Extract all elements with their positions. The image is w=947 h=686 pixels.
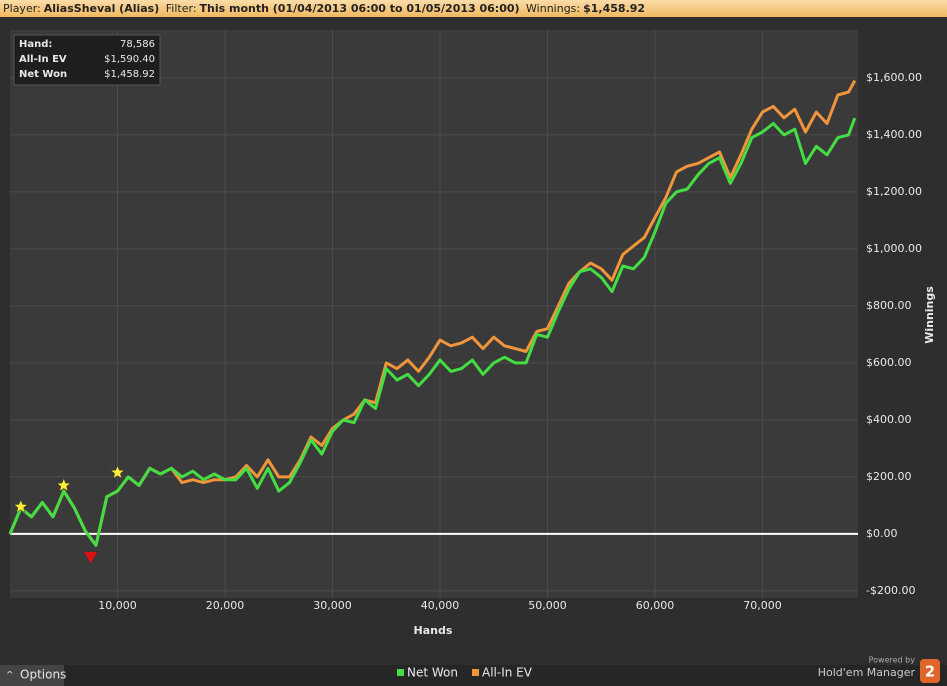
event-marker: [13, 499, 29, 514]
x-tick-label: 60,000: [636, 599, 675, 612]
legend-label: All-In EV: [482, 666, 533, 680]
info-box-bg: [13, 34, 161, 86]
winnings: $1,458.92: [583, 2, 646, 15]
label: Filter:: [165, 2, 197, 15]
y-tick-label: $1,200.00: [866, 185, 922, 198]
y-tick-label: $1,400.00: [866, 128, 922, 141]
info-label: Hand:: [19, 39, 52, 50]
y-tick-label: $0.00: [866, 527, 898, 540]
header-bar: Player: AliasSheval (Alias) Filter: This m…: [0, 0, 947, 17]
chart: Hands Winnings ^ Options Powered by Hold…: [0, 30, 947, 686]
series-line: [8, 117, 857, 547]
x-tick-label: 40,000: [421, 599, 460, 612]
legend-swatch: [397, 669, 404, 676]
options-button[interactable]: [0, 665, 64, 686]
label: Winnings:: [526, 2, 581, 15]
x-tick-label: 20,000: [206, 599, 245, 612]
info-label: All-In EV: [19, 54, 67, 65]
x-tick-label: 70,000: [743, 599, 782, 612]
options-label[interactable]: Options: [20, 668, 66, 682]
legend-label: Net Won: [407, 666, 458, 680]
brand-logo: [920, 659, 940, 683]
info-value: $1,458.92: [104, 69, 155, 80]
brand-number: 2: [925, 663, 935, 681]
x-axis-title: Hands: [414, 624, 453, 637]
powered-by: Powered by: [869, 656, 916, 665]
legend-swatch: [472, 669, 479, 676]
y-tick-label: $200.00: [866, 470, 912, 483]
x-tick-label: 30,000: [313, 599, 352, 612]
options-arrow: ^: [6, 671, 14, 681]
filter[interactable]: This month (01/04/2013 06:00 to 01/05/20…: [199, 2, 520, 15]
info-box: Hand: 78,586 All-In EV $1,590.40 Net Won $1,4…: [13, 34, 161, 86]
event-marker: [56, 477, 72, 492]
x-tick-label: 10,000: [98, 599, 137, 612]
plot-area: [10, 30, 858, 598]
y-tick-label: $1,000.00: [866, 242, 922, 255]
player: AliasSheval (Alias): [43, 2, 160, 15]
y-tick-label: $1,600.00: [866, 71, 922, 84]
info-value: $1,590.40: [104, 54, 155, 65]
y-tick-label: $600.00: [866, 356, 912, 369]
y-tick-label: -$200.00: [866, 584, 915, 597]
info-value: 78,586: [120, 39, 155, 50]
y-tick-label: $400.00: [866, 413, 912, 426]
event-marker: [83, 551, 99, 565]
info-label: Net Won: [19, 69, 67, 80]
event-marker: [110, 464, 125, 479]
x-tick-label: 50,000: [528, 599, 567, 612]
brand: Hold'em Manager: [818, 666, 916, 679]
y-axis-title: Winnings: [923, 286, 936, 344]
y-tick-label: $800.00: [866, 299, 912, 312]
label: Player:: [3, 2, 41, 15]
